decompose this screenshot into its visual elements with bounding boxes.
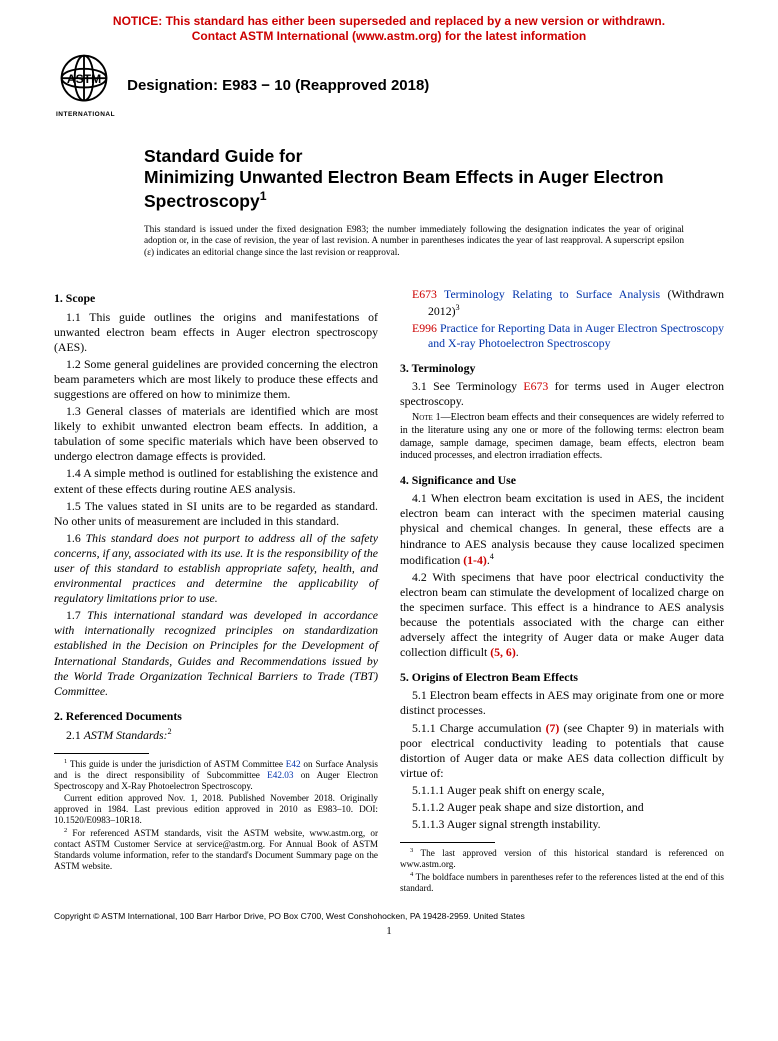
page-number: 1 [54,925,724,937]
section-5-head: 5. Origins of Electron Beam Effects [400,670,724,685]
fn3-text: The last approved version of this histor… [400,848,724,869]
link-e996-title[interactable]: Practice for Reporting Data in Auger Ele… [428,321,724,350]
para-1-6: 1.6 This standard does not purport to ad… [54,531,378,606]
para-5-1: 5.1 Electron beam effects in AES may ori… [400,688,724,718]
footnote-4: 4 The boldface numbers in parentheses re… [400,871,724,894]
link-e4203[interactable]: E42.03 [267,770,293,780]
para-1-7: 1.7 This international standard was deve… [54,608,378,699]
section-1-head: 1. Scope [54,291,378,306]
header-row: ASTM INTERNATIONAL Designation: E983 − 1… [56,52,724,118]
para-5-1-1: 5.1.1 Charge accumulation (7) (see Chapt… [400,721,724,781]
link-e673-title[interactable]: Terminology Relating to Surface Analysis [437,287,660,301]
para-3-1: 3.1 See Terminology E673 for terms used … [400,379,724,409]
right-column: E673 Terminology Relating to Surface Ana… [400,285,724,895]
para-4-1-sup: 4 [490,552,494,561]
footnote-1b: Current edition approved Nov. 1, 2018. P… [54,793,378,826]
cite-5-6[interactable]: (5, 6) [490,645,516,659]
para-2-1-lead: 2.1 [66,728,84,742]
para-4-2-a: 4.2 With specimens that have poor electr… [400,570,724,659]
astm-logo-icon: ASTM [56,52,112,108]
footnote-3: 3 The last approved version of this hist… [400,847,724,870]
para-1-7-lead: 1.7 [66,608,87,622]
ref-e673: E673 Terminology Relating to Surface Ana… [428,287,724,318]
para-1-5: 1.5 The values stated in SI units are to… [54,499,378,529]
para-4-2-c: . [516,645,519,659]
link-e996[interactable]: E996 [412,321,437,335]
para-4-2: 4.2 With specimens that have poor electr… [400,570,724,661]
para-2-1-sup: 2 [168,727,172,736]
footnote-separator-left [54,753,149,754]
title-superscript: 1 [260,189,267,203]
para-3-1-a: 3.1 See Terminology [412,379,523,393]
cite-7[interactable]: (7) [546,721,560,735]
para-1-1: 1.1 This guide outlines the origins and … [54,310,378,355]
section-4-head: 4. Significance and Use [400,473,724,488]
notice-line2: Contact ASTM International (www.astm.org… [192,29,586,43]
footnote-1: 1 This guide is under the jurisdiction o… [54,758,378,792]
para-1-2: 1.2 Some general guidelines are provided… [54,357,378,402]
para-1-6-italic: This standard does not purport to addres… [54,531,378,605]
link-e673-inline[interactable]: E673 [523,379,548,393]
para-1-7-italic: This international standard was develope… [54,608,378,697]
notice-banner: NOTICE: This standard has either been su… [54,14,724,44]
para-1-6-lead: 1.6 [66,531,86,545]
title-block: Standard Guide for Minimizing Unwanted E… [144,146,684,213]
footnote-separator-right [400,842,495,843]
para-1-4: 1.4 A simple method is outlined for esta… [54,466,378,496]
para-2-1: 2.1 ASTM Standards:2 [54,727,378,743]
title-main: Minimizing Unwanted Electron Beam Effect… [144,167,684,213]
para-5-1-1-1: 5.1.1.1 Auger peak shift on energy scale… [400,783,724,798]
title-main-text: Minimizing Unwanted Electron Beam Effect… [144,167,664,211]
designation-text: Designation: E983 − 10 (Reapproved 2018) [127,77,429,94]
logo-international-label: INTERNATIONAL [56,111,115,118]
page-container: NOTICE: This standard has either been su… [0,0,778,1041]
logo-block: ASTM INTERNATIONAL [56,52,115,118]
para-5-1-1-2: 5.1.1.2 Auger peak shape and size distor… [400,800,724,815]
fn1-a: This guide is under the jurisdiction of … [67,759,286,769]
link-e42[interactable]: E42 [286,759,301,769]
copyright-line: Copyright © ASTM International, 100 Barr… [54,911,724,921]
title-top: Standard Guide for [144,146,684,167]
note-1: Note 1—Electron beam effects and their c… [400,412,724,463]
issued-note: This standard is issued under the fixed … [144,225,684,260]
note-1-head: Note 1— [412,412,451,423]
cite-1-4[interactable]: (1-4) [463,553,487,567]
two-column-body: 1. Scope 1.1 This guide outlines the ori… [54,285,724,895]
svg-text:ASTM: ASTM [67,72,101,86]
section-3-head: 3. Terminology [400,361,724,376]
footnote-2: 2 For referenced ASTM standards, visit t… [54,827,378,872]
para-5-1-1-3: 5.1.1.3 Auger signal strength instabilit… [400,817,724,832]
left-column: 1. Scope 1.1 This guide outlines the ori… [54,285,378,895]
fn4-text: The boldface numbers in parentheses refe… [400,872,724,893]
ref-e673-sup: 3 [456,303,460,312]
section-2-head: 2. Referenced Documents [54,709,378,724]
para-5-1-1-a: 5.1.1 Charge accumulation [412,721,546,735]
notice-line1: NOTICE: This standard has either been su… [113,14,665,28]
para-1-3: 1.3 General classes of materials are ide… [54,404,378,464]
para-4-1-a: 4.1 When electron beam excitation is use… [400,491,724,566]
para-2-1-italic: ASTM Standards: [84,728,168,742]
link-e673[interactable]: E673 [412,287,437,301]
para-4-1: 4.1 When electron beam excitation is use… [400,491,724,567]
fn2-text: For referenced ASTM standards, visit the… [54,828,378,871]
ref-e996: E996 Practice for Reporting Data in Auge… [428,321,724,351]
